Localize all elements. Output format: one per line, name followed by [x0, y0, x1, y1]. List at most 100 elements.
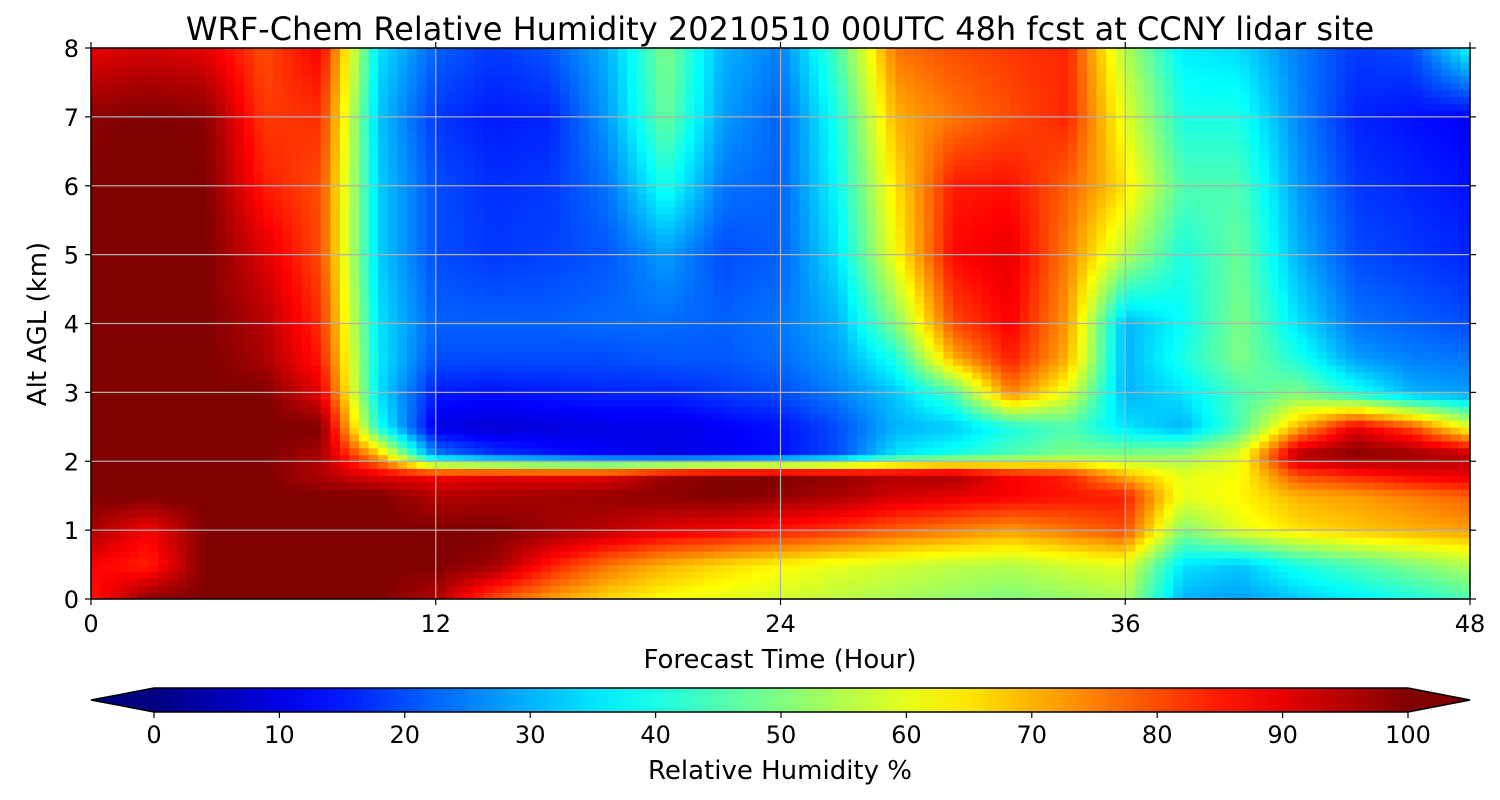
heatmap-cell	[1383, 406, 1395, 414]
heatmap-cell	[1048, 578, 1060, 587]
heatmap-cell	[761, 530, 772, 538]
heatmap-cell	[790, 502, 801, 511]
heatmap-cell	[799, 564, 811, 573]
heatmap-cell	[790, 406, 801, 414]
heatmap-cell	[186, 433, 198, 442]
heatmap-cell	[263, 419, 274, 428]
heatmap-cell	[694, 502, 705, 511]
heatmap-cell	[148, 447, 159, 456]
heatmap-cell	[876, 433, 887, 442]
heatmap-cell	[129, 481, 140, 490]
heatmap-cell	[914, 385, 925, 394]
heatmap-cell	[1201, 537, 1213, 545]
heatmap-cell	[339, 557, 351, 566]
heatmap-cell	[531, 564, 542, 573]
heatmap-cell	[1316, 509, 1328, 518]
heatmap-cell	[1163, 426, 1174, 435]
heatmap-cell	[1268, 523, 1280, 531]
heatmap-cell	[924, 371, 935, 380]
heatmap-cell	[732, 371, 743, 380]
heatmap-cell	[1039, 509, 1050, 518]
heatmap-cell	[952, 419, 964, 428]
heatmap-cell	[1326, 454, 1337, 463]
heatmap-cell	[148, 378, 159, 387]
heatmap-cell	[301, 468, 313, 476]
heatmap-cell	[320, 509, 332, 518]
heatmap-cell	[1383, 433, 1395, 442]
heatmap-cell	[320, 481, 332, 490]
heatmap-cell	[1134, 426, 1146, 435]
heatmap-cell	[1086, 399, 1098, 407]
heatmap-cell	[464, 557, 475, 566]
heatmap-cell	[627, 502, 638, 511]
heatmap-cell	[895, 371, 906, 380]
heatmap-cell	[1230, 550, 1241, 559]
heatmap-cell	[330, 495, 341, 504]
heatmap-cell	[1412, 454, 1423, 463]
heatmap-cell	[598, 530, 609, 538]
heatmap-cell	[636, 481, 648, 490]
heatmap-cell	[407, 495, 418, 504]
heatmap-cell	[1393, 488, 1404, 497]
heatmap-cell	[713, 585, 724, 593]
heatmap-cell	[569, 557, 581, 566]
heatmap-cell	[1259, 461, 1270, 469]
heatmap-cell	[1393, 385, 1404, 394]
heatmap-cell	[474, 592, 485, 599]
heatmap-cell	[225, 447, 236, 456]
heatmap-cell	[129, 557, 140, 566]
heatmap-cell	[1450, 578, 1462, 587]
heatmap-cell	[186, 585, 198, 593]
heatmap-cell	[1211, 564, 1222, 573]
heatmap-cell	[272, 433, 284, 442]
heatmap-cell	[1039, 468, 1050, 476]
heatmap-cell	[1067, 557, 1079, 566]
heatmap-cell	[952, 488, 964, 497]
heatmap-cell	[292, 433, 303, 442]
heatmap-cell	[684, 426, 696, 435]
heatmap-cell	[1144, 392, 1155, 401]
heatmap-cell	[646, 475, 657, 483]
heatmap-cell	[866, 481, 878, 490]
heatmap-cell	[809, 523, 820, 531]
heatmap-cell	[1240, 475, 1251, 483]
heatmap-cell	[1460, 557, 1470, 566]
heatmap-cell	[368, 571, 380, 580]
heatmap-cell	[1345, 406, 1356, 414]
heatmap-cell	[1393, 495, 1404, 504]
heatmap-cell	[129, 495, 140, 504]
heatmap-cell	[1412, 488, 1423, 497]
heatmap-cell	[742, 406, 753, 414]
heatmap-cell	[550, 371, 562, 380]
heatmap-cell	[378, 406, 389, 414]
heatmap-cell	[952, 378, 964, 387]
heatmap-cell	[1144, 364, 1155, 373]
heatmap-cell	[1460, 392, 1470, 401]
heatmap-cell	[407, 440, 418, 449]
heatmap-cell	[857, 550, 868, 559]
heatmap-cell	[598, 385, 609, 394]
heatmap-cell	[244, 564, 255, 573]
heatmap-cell	[1010, 550, 1021, 559]
heatmap-cell	[138, 495, 150, 504]
heatmap-cell	[981, 557, 992, 566]
heatmap-cell	[1173, 564, 1184, 573]
heatmap-cell	[292, 426, 303, 435]
heatmap-cell	[215, 433, 226, 442]
heatmap-cell	[1297, 509, 1309, 518]
heatmap-cell	[301, 475, 313, 483]
heatmap-cell	[416, 454, 427, 463]
heatmap-cell	[1364, 406, 1376, 414]
heatmap-cell	[876, 440, 887, 449]
heatmap-cell	[962, 364, 973, 373]
heatmap-cell	[1335, 530, 1347, 538]
heatmap-cell	[1316, 364, 1328, 373]
heatmap-cell	[962, 516, 973, 525]
heatmap-cell	[627, 419, 638, 428]
heatmap-cell	[1460, 578, 1470, 587]
heatmap-cell	[339, 406, 351, 414]
heatmap-cell	[1211, 378, 1222, 387]
heatmap-cell	[349, 433, 360, 442]
heatmap-cell	[1077, 440, 1088, 449]
heatmap-cell	[282, 488, 293, 497]
